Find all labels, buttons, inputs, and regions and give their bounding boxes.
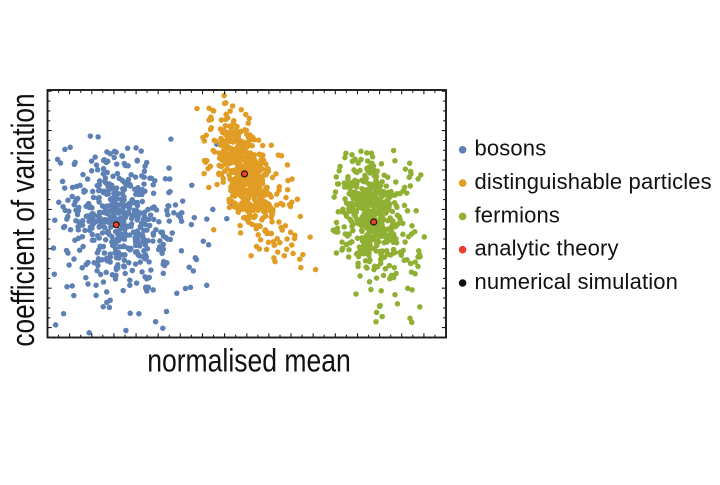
svg-text:normalised mean: normalised mean [147,343,351,379]
svg-text:distinguishable particles: distinguishable particles [475,169,712,194]
svg-text:fermions: fermions [475,202,561,227]
svg-text:analytic theory: analytic theory [475,236,619,261]
svg-text:bosons: bosons [475,136,547,161]
svg-text:coefficient of variation: coefficient of variation [7,93,42,346]
svg-text:numerical simulation: numerical simulation [475,269,679,294]
